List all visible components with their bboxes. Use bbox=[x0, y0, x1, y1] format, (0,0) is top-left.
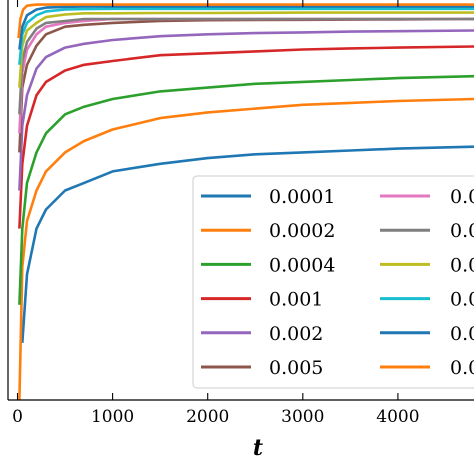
x-tick-label-0: 0 bbox=[12, 407, 23, 427]
series-line-4 bbox=[18, 29, 474, 191]
x-tick-label-4: 4000 bbox=[376, 407, 419, 427]
x-tick-label-3: 3000 bbox=[281, 407, 324, 427]
series-line-8 bbox=[18, 11, 474, 88]
legend-label-6: 0.0 bbox=[450, 186, 474, 208]
series-line-1 bbox=[18, 97, 474, 401]
legend-label-7: 0.0 bbox=[450, 220, 474, 242]
legend: 0.0001 0.0002 0.0004 0.001 0.002 0.005 0.0 0.0 0… bbox=[192, 175, 474, 389]
legend-label-11: 0.0 bbox=[450, 357, 474, 379]
series-line-11 bbox=[17, 3, 474, 39]
x-tick-label-2: 2000 bbox=[186, 407, 229, 427]
series-layer bbox=[17, 3, 474, 401]
series-line-6 bbox=[18, 17, 474, 134]
legend-label-4: 0.002 bbox=[269, 323, 323, 345]
x-tick-labels: 0 1000 2000 3000 4000 bbox=[12, 407, 419, 427]
legend-label-3: 0.001 bbox=[269, 289, 323, 311]
series-line-9 bbox=[18, 7, 474, 65]
legend-label-1: 0.0002 bbox=[269, 220, 335, 242]
legend-label-0: 0.0001 bbox=[269, 186, 335, 208]
legend-label-8: 0.0 bbox=[450, 254, 474, 276]
axes-layer bbox=[7, 0, 474, 401]
series-line-2 bbox=[18, 74, 474, 305]
legend-label-10: 0.0 bbox=[450, 323, 474, 345]
series-line-7 bbox=[18, 17, 474, 115]
legend-label-9: 0.0 bbox=[450, 289, 474, 311]
series-line-0 bbox=[21, 145, 474, 343]
legend-label-2: 0.0004 bbox=[269, 254, 335, 276]
legend-label-5: 0.005 bbox=[269, 357, 323, 379]
series-line-3 bbox=[18, 45, 474, 229]
x-tick-label-1: 1000 bbox=[91, 407, 134, 427]
x-axis-label: t bbox=[253, 435, 263, 461]
